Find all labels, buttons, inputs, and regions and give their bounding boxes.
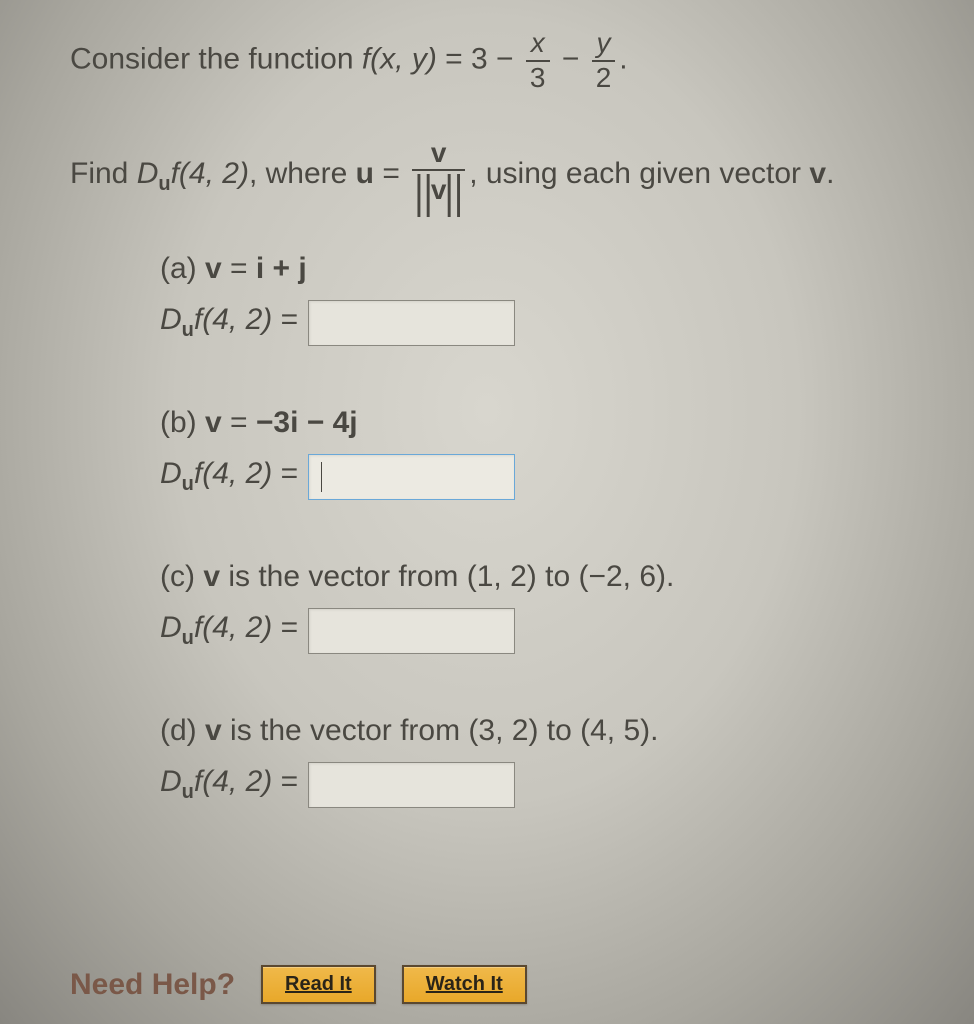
find-prefix: Find bbox=[70, 157, 137, 190]
eq-text: = 3 − bbox=[437, 43, 522, 76]
norm-left: || bbox=[414, 166, 433, 217]
frac2-den: 2 bbox=[592, 63, 616, 94]
part-c-text: is the vector from (1, 2) to (−2, 6). bbox=[220, 560, 674, 593]
part-d-v: v bbox=[205, 714, 222, 747]
part-b-expr: −3i − 4j bbox=[256, 406, 358, 439]
part-a: (a) v = i + j Duf(4, 2) = bbox=[160, 252, 904, 346]
watch-it-button[interactable]: Watch It bbox=[402, 965, 527, 1004]
part-d-answer: Duf(4, 2) = bbox=[160, 762, 904, 808]
fraction-x-3: x3 bbox=[526, 28, 550, 94]
part-c-label: (c) v is the vector from (1, 2) to (−2, … bbox=[160, 560, 904, 594]
ans-c-lhs: Duf(4, 2) = bbox=[160, 611, 298, 650]
part-a-prefix: (a) bbox=[160, 252, 205, 285]
ans-a-lhs: Duf(4, 2) = bbox=[160, 303, 298, 342]
find-fargs: f(4, 2) bbox=[171, 157, 249, 190]
find-sub-u: u bbox=[158, 173, 170, 195]
part-b-label: (b) v = −3i − 4j bbox=[160, 406, 904, 440]
part-a-answer: Duf(4, 2) = bbox=[160, 300, 904, 346]
frac-v-den: ||v|| bbox=[412, 172, 465, 212]
fraction-v-norm: v||v|| bbox=[412, 138, 465, 212]
find-u: u bbox=[356, 157, 374, 190]
part-b-answer: Duf(4, 2) = bbox=[160, 454, 904, 500]
fn-lhs: f(x, y) bbox=[362, 43, 437, 76]
part-c-prefix: (c) bbox=[160, 560, 203, 593]
norm-right: || bbox=[444, 166, 463, 217]
find-comma: , bbox=[469, 157, 486, 190]
part-b-prefix: (b) bbox=[160, 406, 205, 439]
part-d-prefix: (d) bbox=[160, 714, 205, 747]
part-c-answer: Duf(4, 2) = bbox=[160, 608, 904, 654]
fraction-y-2: y2 bbox=[592, 28, 616, 94]
part-a-v: v bbox=[205, 252, 222, 285]
find-where: , where bbox=[249, 157, 356, 190]
read-it-button[interactable]: Read It bbox=[261, 965, 376, 1004]
answer-input-c[interactable] bbox=[308, 608, 515, 654]
frac1-num: x bbox=[526, 28, 550, 59]
find-period: . bbox=[826, 157, 834, 190]
answer-input-a[interactable] bbox=[308, 300, 515, 346]
need-help-label: Need Help? bbox=[70, 968, 235, 1002]
intro-text: Consider the function bbox=[70, 43, 362, 76]
frac1-den: 3 bbox=[526, 63, 550, 94]
question-parts: (a) v = i + j Duf(4, 2) = (b) v = −3i − … bbox=[160, 252, 904, 808]
text-cursor bbox=[321, 462, 322, 492]
ans-b-lhs: Duf(4, 2) = bbox=[160, 457, 298, 496]
part-d: (d) v is the vector from (3, 2) to (4, 5… bbox=[160, 714, 904, 808]
part-d-text: is the vector from (3, 2) to (4, 5). bbox=[222, 714, 659, 747]
part-d-label: (d) v is the vector from (3, 2) to (4, 5… bbox=[160, 714, 904, 748]
part-b-eq: = bbox=[222, 406, 256, 439]
find-D: D bbox=[137, 157, 159, 190]
help-row: Need Help? Read It Watch It bbox=[70, 965, 527, 1004]
minus-text: − bbox=[554, 43, 588, 76]
part-a-label: (a) v = i + j bbox=[160, 252, 904, 286]
function-definition: Consider the function f(x, y) = 3 − x3 −… bbox=[70, 28, 904, 94]
find-eq: = bbox=[374, 157, 408, 190]
find-v: v bbox=[809, 157, 826, 190]
ans-d-lhs: Duf(4, 2) = bbox=[160, 765, 298, 804]
answer-input-d[interactable] bbox=[308, 762, 515, 808]
answer-input-b[interactable] bbox=[308, 454, 515, 500]
find-line: Find Duf(4, 2), where u = v||v||, using … bbox=[70, 138, 904, 212]
part-a-expr: i + j bbox=[256, 252, 307, 285]
part-b-v: v bbox=[205, 406, 222, 439]
find-using: using each given vector bbox=[486, 157, 810, 190]
part-c: (c) v is the vector from (1, 2) to (−2, … bbox=[160, 560, 904, 654]
frac2-num: y bbox=[592, 28, 616, 59]
period: . bbox=[619, 43, 627, 76]
part-a-eq: = bbox=[222, 252, 256, 285]
problem-page: Consider the function f(x, y) = 3 − x3 −… bbox=[0, 0, 974, 808]
part-c-v: v bbox=[203, 560, 220, 593]
part-b: (b) v = −3i − 4j Duf(4, 2) = bbox=[160, 406, 904, 500]
